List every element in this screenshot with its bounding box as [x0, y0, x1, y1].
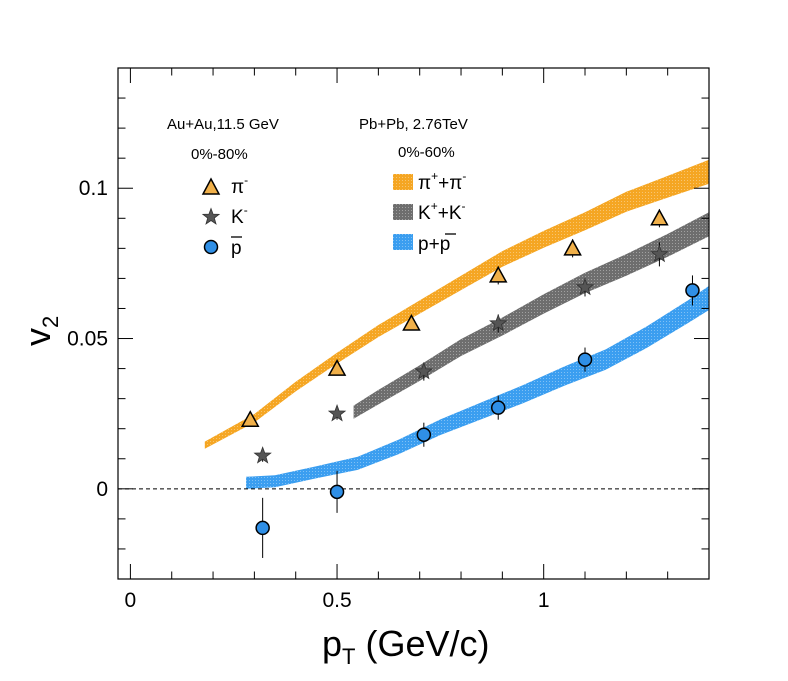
legend-auau: π- K- p: [201, 173, 248, 259]
band-texture-K++K-: [353, 212, 709, 419]
legend-marker-pi-minus: [201, 177, 221, 195]
legend-label-pbar: p: [231, 238, 242, 259]
auau-title: Au+Au,11.5 GeV: [167, 116, 279, 133]
markers-layer: [240, 208, 700, 536]
legend-label-k-band: K++K-: [418, 199, 466, 224]
pbpb-title: Pb+Pb, 2.76TeV: [359, 116, 468, 133]
marker-K-: [489, 313, 508, 332]
band-p+pbar: [246, 285, 709, 489]
marker-pi-: [488, 265, 508, 283]
marker-pi-: [650, 208, 669, 226]
legend-swatch-k-band-texture: [393, 204, 413, 220]
legend-swatch-pi-band-texture: [393, 174, 413, 190]
marker-pbar: [255, 520, 270, 536]
legend-label-k-minus: K-: [231, 203, 248, 228]
marker-pbar: [490, 400, 506, 415]
x-tick-label: 0: [125, 589, 137, 612]
legend-marker-pbar: [203, 239, 219, 255]
marker-K-: [414, 361, 434, 380]
legend-label-pi-band: π++π-: [418, 169, 466, 194]
marker-pi-: [240, 410, 260, 427]
y-tick-label: 0.1: [79, 177, 108, 200]
x-tick-label: 1: [538, 589, 550, 612]
pbpb-centrality: 0%-60%: [398, 144, 455, 161]
legend-label-pi-minus: π-: [231, 173, 248, 198]
legend-pbpb: π++π- K++K- p+p: [393, 169, 466, 255]
marker-pbar: [685, 283, 700, 298]
marker-pi-: [402, 313, 421, 331]
legend-marker-k-minus: [201, 207, 221, 225]
marker-K-: [327, 404, 347, 422]
marker-K-: [575, 277, 595, 296]
y-tick-label: 0.05: [67, 328, 108, 351]
x-axis-title: pT (GeV/c): [322, 623, 490, 669]
auau-centrality: 0%-80%: [191, 146, 248, 163]
band-texture-p+pbar: [246, 285, 709, 489]
marker-pbar: [416, 427, 432, 442]
marker-K-: [253, 446, 272, 464]
y-axis-title: v2: [17, 316, 63, 346]
legend-swatch-p-band-texture: [393, 234, 413, 250]
x-tick-label: 0.5: [322, 589, 351, 612]
plot-frame: [117, 67, 710, 580]
ticks-layer: 0 0.5 1 0 0.05 0.1: [67, 68, 710, 612]
y-tick-label: 0: [96, 478, 108, 501]
marker-pi-: [327, 359, 347, 376]
marker-pi-: [563, 238, 582, 256]
marker-pbar: [577, 352, 593, 367]
marker-K-: [650, 244, 669, 263]
legend-label-p-band: p+p: [418, 234, 450, 255]
marker-pbar: [329, 484, 345, 500]
